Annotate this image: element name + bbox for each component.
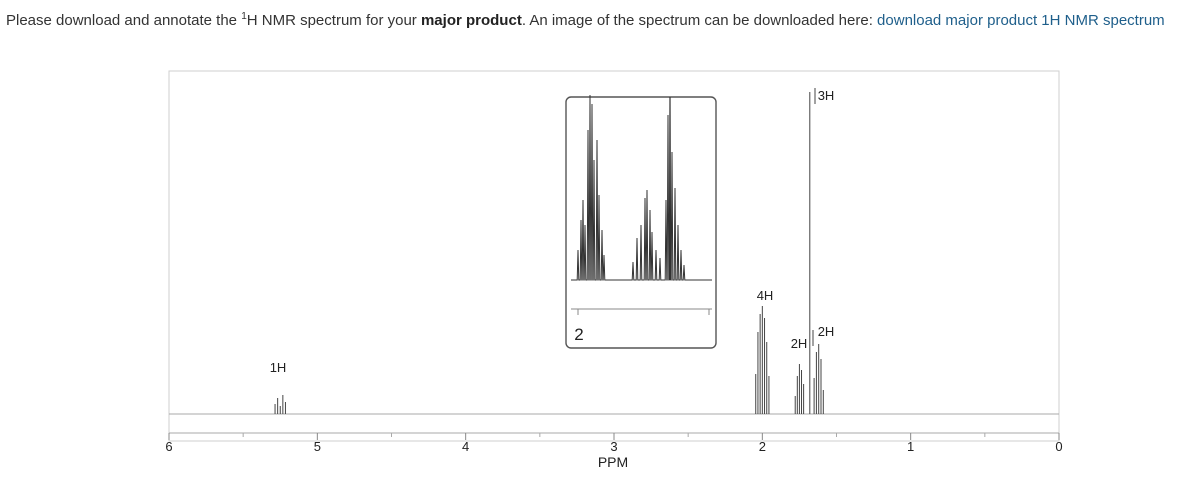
x-axis-ticks bbox=[168, 433, 1060, 440]
inset-zoom-box: 2 bbox=[565, 94, 717, 349]
x-tick-label: 2 bbox=[759, 439, 766, 454]
instructions-nucleus: H NMR spectrum for your bbox=[246, 12, 421, 29]
x-tick-label: 3 bbox=[610, 439, 617, 454]
instructions-text: Please download and annotate the 1H NMR … bbox=[6, 11, 1171, 31]
major-product-emphasis: major product bbox=[420, 12, 522, 29]
inset-trace-path bbox=[571, 94, 712, 281]
integration-label: 2H bbox=[818, 324, 835, 339]
x-tick-label: 6 bbox=[165, 439, 172, 454]
inset-frame bbox=[565, 96, 717, 349]
x-tick-label: 4 bbox=[462, 439, 469, 454]
x-tick-label: 1 bbox=[907, 439, 914, 454]
integration-labels: 1H 4H 2H 3H 2H bbox=[270, 88, 835, 375]
inset-tick-label: 2 bbox=[574, 325, 583, 344]
inset-peak-trace bbox=[571, 94, 712, 281]
x-axis-tick-labels: 6 5 4 3 2 1 0 bbox=[165, 439, 1062, 454]
x-tick-label: 0 bbox=[1055, 439, 1062, 454]
integration-label: 1H bbox=[270, 360, 287, 375]
download-spectrum-link[interactable]: download major product 1H NMR spectrum bbox=[877, 12, 1165, 29]
integration-label: 2H bbox=[791, 336, 808, 351]
x-axis-label: PPM bbox=[598, 454, 628, 470]
spectrum-frame bbox=[168, 70, 1060, 442]
integration-label: 3H bbox=[818, 88, 835, 103]
instructions-tail: . An image of the spectrum can be downlo… bbox=[521, 12, 878, 29]
instructions-lead: Please download and annotate the bbox=[6, 12, 242, 29]
x-tick-label: 5 bbox=[314, 439, 321, 454]
integration-label: 4H bbox=[757, 288, 774, 303]
superscript-one: 1 bbox=[241, 11, 247, 22]
peak-traces bbox=[274, 92, 824, 414]
